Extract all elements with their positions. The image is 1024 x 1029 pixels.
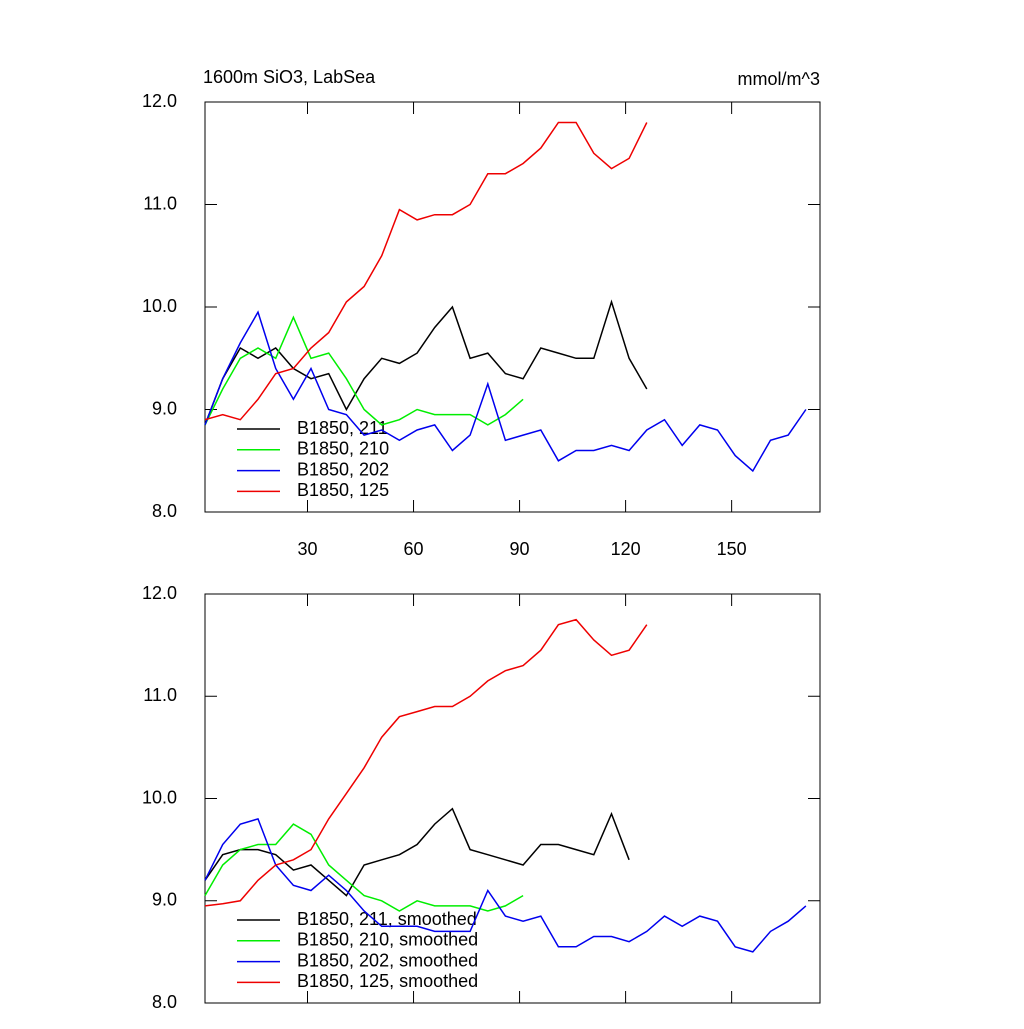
- y-tick-label: 9.0: [152, 890, 177, 910]
- series-line: [204, 817, 807, 953]
- series-line: [204, 299, 648, 426]
- y-tick-label: 10.0: [142, 787, 177, 807]
- series-line: [204, 310, 807, 473]
- x-tick-label: 60: [404, 539, 424, 559]
- series-line: [204, 121, 648, 421]
- series-line: [204, 618, 648, 907]
- legend-label: B1850, 125: [297, 480, 389, 500]
- y-tick-label: 10.0: [142, 296, 177, 316]
- x-tick-label: 90: [510, 539, 530, 559]
- series-line: [204, 315, 524, 426]
- y-tick-label: 8.0: [152, 501, 177, 521]
- legend-label: B1850, 211: [297, 418, 388, 438]
- series-line: [204, 807, 630, 897]
- x-tick-label: 150: [717, 539, 747, 559]
- chart-title: 1600m SiO3, LabSea: [203, 67, 376, 87]
- x-tick-label: 120: [611, 539, 641, 559]
- legend-label: B1850, 210: [297, 439, 389, 459]
- y-tick-label: 12.0: [142, 91, 177, 111]
- y-tick-label: 12.0: [142, 583, 177, 603]
- y-tick-label: 9.0: [152, 398, 177, 418]
- legend-label: B1850, 202, smoothed: [297, 950, 478, 970]
- legend-label: B1850, 211, smoothed: [297, 909, 477, 929]
- units-label: mmol/m^3: [738, 69, 820, 89]
- y-tick-label: 8.0: [152, 992, 177, 1012]
- x-tick-label: 30: [297, 539, 317, 559]
- series-line: [204, 823, 524, 912]
- y-tick-label: 11.0: [143, 193, 177, 213]
- legend-label: B1850, 125, smoothed: [297, 971, 478, 991]
- legend-label: B1850, 202: [297, 459, 389, 479]
- y-tick-label: 11.0: [143, 685, 177, 705]
- legend-label: B1850, 210, smoothed: [297, 930, 478, 950]
